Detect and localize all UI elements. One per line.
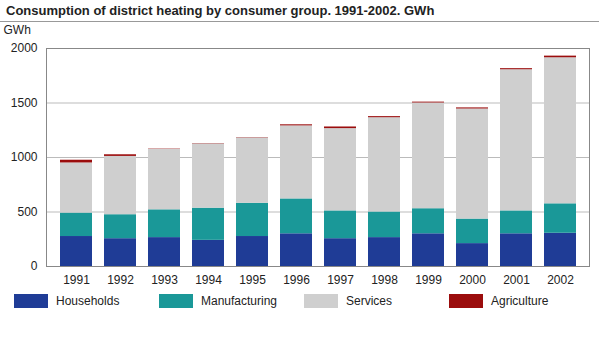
svg-text:1000: 1000 xyxy=(11,150,38,164)
html-text:Households: Households xyxy=(56,294,120,308)
svg-text:1995: 1995 xyxy=(239,273,266,287)
svg-text:1997: 1997 xyxy=(327,273,354,287)
html-text:Agriculture: Agriculture xyxy=(491,294,549,308)
html-text:Services: Services xyxy=(346,294,392,308)
svg-text:1996: 1996 xyxy=(283,273,310,287)
svg-text:1992: 1992 xyxy=(107,273,134,287)
svg-text:1994: 1994 xyxy=(195,273,222,287)
html-text:Consumption of district heatin: Consumption of district heating by consu… xyxy=(6,3,435,18)
html-text:Manufacturing: Manufacturing xyxy=(201,294,277,308)
svg-text:1991: 1991 xyxy=(63,273,90,287)
svg-text:GWh: GWh xyxy=(4,23,31,37)
svg-text:2000: 2000 xyxy=(459,273,486,287)
svg-text:2001: 2001 xyxy=(503,273,530,287)
svg-text:1500: 1500 xyxy=(11,96,38,110)
svg-text:1999: 1999 xyxy=(415,273,442,287)
svg-text:1998: 1998 xyxy=(371,273,398,287)
svg-text:500: 500 xyxy=(17,205,37,219)
svg-text:2000: 2000 xyxy=(11,41,38,55)
svg-text:0: 0 xyxy=(31,259,38,273)
svg-text:2002: 2002 xyxy=(547,273,574,287)
svg-text:1993: 1993 xyxy=(151,273,178,287)
